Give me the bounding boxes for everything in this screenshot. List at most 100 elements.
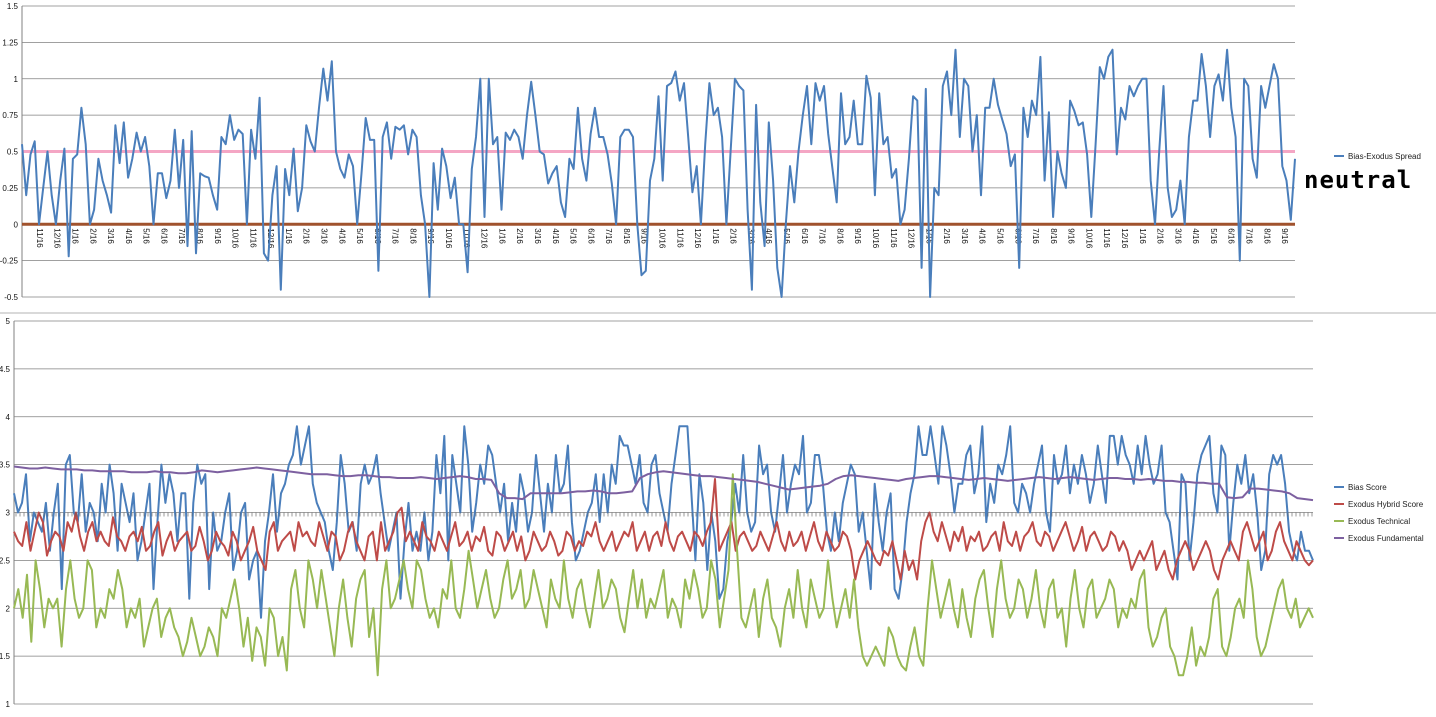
- x-tick-label: 11/16: [35, 228, 44, 248]
- x-tick-label: 3/16: [106, 228, 115, 244]
- y-tick-label: 4.5: [0, 365, 11, 374]
- x-tick-label: 5/16: [995, 228, 1004, 244]
- y-tick-label: 0.5: [7, 148, 19, 157]
- x-tick-label: 2/16: [302, 228, 311, 244]
- y-tick-label: 4: [6, 413, 11, 422]
- x-tick-label: 1/16: [284, 228, 293, 244]
- y-tick-label: 1: [14, 75, 19, 84]
- legend-label: Bias Score: [1348, 483, 1387, 492]
- x-tick-label: 11/16: [1102, 228, 1111, 248]
- x-tick-label: 10/16: [1084, 228, 1093, 249]
- x-tick-label: 3/16: [320, 228, 329, 244]
- x-tick-label: 8/16: [1262, 228, 1271, 244]
- x-tick-label: 1/16: [70, 228, 79, 244]
- x-tick-label: 1/16: [1138, 228, 1147, 244]
- x-tick-label: 5/16: [782, 228, 791, 244]
- top-chart-svg: 1.5 1.25 1 0.75 0.5 0.25 0 -0.25 -0.5 11/16 12/16 1…: [0, 2, 1421, 302]
- bias-exodus-spread-chart: 1.5 1.25 1 0.75 0.5 0.25 0 -0.25 -0.5 11/16 12/16 1…: [0, 0, 1436, 312]
- x-tick-label: 10/16: [444, 228, 453, 249]
- x-tick-label: 7/16: [177, 228, 186, 244]
- x-tick-label: 9/16: [1280, 228, 1289, 244]
- legend-label: Exodus Technical: [1348, 517, 1410, 526]
- y-tick-label: 5: [6, 317, 11, 326]
- y-tick-label: -0.5: [4, 293, 18, 302]
- x-tick-label: 4/16: [124, 228, 133, 244]
- x-tick-label: 7/16: [1245, 228, 1254, 244]
- x-tick-label: 2/16: [88, 228, 97, 244]
- x-tick-label: 12/16: [53, 228, 62, 249]
- x-tick-label: 11/16: [462, 228, 471, 248]
- x-tick-label: 8/16: [408, 228, 417, 244]
- chart-divider: [0, 312, 1436, 314]
- x-tick-label: 8/16: [622, 228, 631, 244]
- y-tick-label: 1.25: [2, 38, 18, 47]
- x-tick-label: 7/16: [604, 228, 613, 244]
- x-tick-label: 9/16: [853, 228, 862, 244]
- x-tick-label: 10/16: [658, 228, 667, 249]
- y-tick-label: 0.75: [2, 111, 18, 120]
- x-tick-label: 3/16: [533, 228, 542, 244]
- x-tick-label: 9/16: [1067, 228, 1076, 244]
- x-tick-label: 2/16: [515, 228, 524, 244]
- x-tick-label: 11/16: [675, 228, 684, 248]
- x-tick-label: 5/16: [1209, 228, 1218, 244]
- x-tick-label: 9/16: [640, 228, 649, 244]
- scores-chart: 5 4.5 4 3.5 3 2.5 2 1.5 1 Bias Score Exodus Hybrid…: [0, 314, 1436, 712]
- x-tick-label: 4/16: [1191, 228, 1200, 244]
- neutral-annotation: neutral: [1304, 166, 1413, 194]
- x-tick-label: 2/16: [729, 228, 738, 244]
- x-tick-label: 4/16: [551, 228, 560, 244]
- x-tick-label: 6/16: [159, 228, 168, 244]
- x-tick-label: 3/16: [960, 228, 969, 244]
- y-tick-label: 0: [14, 220, 19, 229]
- x-tick-label: 4/16: [337, 228, 346, 244]
- y-tick-label: 3: [6, 509, 11, 518]
- x-tick-label: 2/16: [1156, 228, 1165, 244]
- legend-label: Exodus Fundamental: [1348, 534, 1424, 543]
- x-tick-label: 5/16: [355, 228, 364, 244]
- series-line: [13, 465, 1314, 502]
- x-tick-label: 1/16: [711, 228, 720, 244]
- y-tick-label: 1.5: [0, 652, 11, 661]
- series-line: [21, 48, 1296, 298]
- legend-label: Exodus Hybrid Score: [1348, 500, 1424, 509]
- x-tick-label: 9/16: [213, 228, 222, 244]
- y-tick-label: 2.5: [0, 556, 11, 565]
- x-tick-label: 10/16: [871, 228, 880, 249]
- x-tick-label: 12/16: [480, 228, 489, 249]
- x-tick-label: 5/16: [569, 228, 578, 244]
- x-tick-label: 8/16: [835, 228, 844, 244]
- y-tick-label: 2: [6, 604, 11, 613]
- x-tick-label: 2/16: [942, 228, 951, 244]
- x-tick-label: 12/16: [266, 228, 275, 249]
- x-tick-label: 6/16: [800, 228, 809, 244]
- x-tick-label: 8/16: [195, 228, 204, 244]
- x-tick-label: 6/16: [586, 228, 595, 244]
- x-tick-label: 1/16: [497, 228, 506, 244]
- y-tick-label: -0.25: [0, 257, 19, 266]
- series-line: [13, 478, 1314, 581]
- x-tick-label: 11/16: [248, 228, 257, 248]
- x-tick-label: 4/16: [764, 228, 773, 244]
- legend-label: Bias-Exodus Spread: [1348, 152, 1421, 161]
- x-tick-label: 10/16: [231, 228, 240, 249]
- y-tick-label: 0.25: [2, 184, 18, 193]
- series-line: [13, 473, 1314, 677]
- x-tick-label: 3/16: [746, 228, 755, 244]
- x-tick-label: 7/16: [1031, 228, 1040, 244]
- y-tick-label: 1.5: [7, 2, 19, 11]
- y-tick-label: 1: [6, 700, 11, 709]
- y-tick-label: 3.5: [0, 461, 11, 470]
- x-tick-label: 12/16: [907, 228, 916, 249]
- x-tick-label: 11/16: [889, 228, 898, 248]
- x-tick-label: 5/16: [142, 228, 151, 244]
- x-tick-label: 4/16: [978, 228, 987, 244]
- x-tick-label: 12/16: [1120, 228, 1129, 249]
- x-tick-label: 12/16: [693, 228, 702, 249]
- x-tick-label: 3/16: [1173, 228, 1182, 244]
- x-tick-label: 6/16: [1227, 228, 1236, 244]
- bottom-chart-svg: 5 4.5 4 3.5 3 2.5 2 1.5 1 Bias Score Exodus Hybrid…: [0, 317, 1424, 709]
- x-tick-label: 7/16: [391, 228, 400, 244]
- x-tick-label: 7/16: [818, 228, 827, 244]
- x-tick-label: 8/16: [1049, 228, 1058, 244]
